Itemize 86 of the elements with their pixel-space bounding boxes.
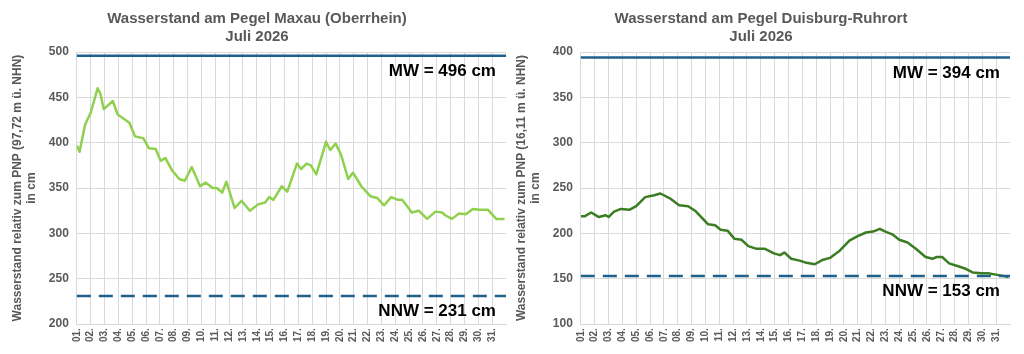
- x-tick-label: 28.: [444, 327, 456, 342]
- y-tick-label: 500: [48, 44, 70, 59]
- x-tick-label: 22.: [865, 327, 877, 342]
- y-tick-label: 400: [552, 44, 574, 59]
- y-tick-label: 100: [552, 316, 574, 331]
- ref-line-label: MW = 394 cm: [892, 62, 1000, 82]
- ref-line-label: NNW = 231 cm: [378, 301, 496, 321]
- y-tick-label: 350: [48, 180, 70, 195]
- x-tick-label: 11.: [713, 327, 725, 342]
- y-tick-label: 300: [48, 225, 70, 240]
- y-tick-label: 350: [552, 89, 574, 104]
- x-tick-label: 23.: [375, 327, 387, 342]
- y-tick-label: 400: [48, 135, 70, 150]
- x-tick-label: 16.: [782, 327, 794, 342]
- x-tick-label: 27.: [430, 327, 442, 342]
- x-tick-label: 09.: [181, 327, 193, 342]
- x-tick-label: 25.: [906, 327, 918, 342]
- x-tick-label: 19.: [319, 327, 331, 342]
- x-tick-label: 12.: [222, 327, 234, 342]
- chart-subtitle: Juli 2026: [729, 27, 793, 45]
- x-tick-label: 03.: [98, 327, 110, 342]
- x-tick-label: 08.: [167, 327, 179, 342]
- x-tick-label: 26.: [416, 327, 428, 342]
- x-tick-label: 17.: [292, 327, 304, 342]
- y-tick-label: 150: [552, 271, 574, 286]
- ref-line-label: NNW = 153 cm: [882, 281, 1000, 301]
- y-axis-title: Wasserstand relativ zum PNP (97,72 m ü. NHN) in cm: [9, 54, 38, 322]
- x-tick-label: 22.: [361, 327, 373, 342]
- x-tick-label: 07.: [153, 327, 165, 342]
- x-tick-label: 21.: [347, 327, 359, 342]
- x-tick-label: 28.: [948, 327, 960, 342]
- x-tick-label: 19.: [823, 327, 835, 342]
- chart-title: Wasserstand am Pegel Maxau (Oberrhein): [107, 9, 407, 27]
- x-tick-label: 21.: [851, 327, 863, 342]
- x-tick-label: 24.: [388, 327, 400, 342]
- x-tick-label: 14.: [754, 327, 766, 342]
- y-tick-label: 450: [48, 89, 70, 104]
- x-tick-label: 05.: [125, 327, 137, 342]
- x-tick-label: 17.: [796, 327, 808, 342]
- x-tick-label: 18.: [305, 327, 317, 342]
- ref-line-label: MW = 496 cm: [388, 60, 496, 80]
- x-tick-label: 31.: [485, 327, 497, 342]
- x-tick-label: 24.: [892, 327, 904, 342]
- y-tick-label: 250: [552, 180, 574, 195]
- chart-subtitle: Juli 2026: [225, 27, 289, 45]
- y-tick-label: 250: [48, 271, 70, 286]
- x-tick-label: 31.: [989, 327, 1001, 342]
- y-tick-label: 200: [48, 316, 70, 331]
- x-tick-label: 20.: [333, 327, 345, 342]
- x-tick-label: 07.: [657, 327, 669, 342]
- x-tick-label: 18.: [809, 327, 821, 342]
- x-tick-label: 15.: [768, 327, 780, 342]
- x-tick-label: 27.: [934, 327, 946, 342]
- x-tick-label: 30.: [976, 327, 988, 342]
- y-axis-title: Wasserstand relativ zum PNP (16,11 m ü. NHN) in cm: [513, 55, 542, 322]
- chart-title: Wasserstand am Pegel Duisburg-Ruhrort: [614, 9, 908, 27]
- x-tick-label: 04.: [616, 327, 628, 342]
- x-tick-label: 25.: [402, 327, 414, 342]
- x-tick-label: 05.: [629, 327, 641, 342]
- x-tick-label: 02.: [588, 327, 600, 342]
- x-tick-label: 23.: [879, 327, 891, 342]
- x-tick-label: 12.: [726, 327, 738, 342]
- x-tick-label: 01.: [574, 327, 586, 342]
- x-tick-label: 29.: [962, 327, 974, 342]
- x-tick-label: 04.: [112, 327, 124, 342]
- x-tick-label: 29.: [458, 327, 470, 342]
- x-tick-label: 15.: [264, 327, 276, 342]
- x-tick-label: 10.: [699, 327, 711, 342]
- y-tick-label: 300: [552, 135, 574, 150]
- x-tick-label: 13.: [740, 327, 752, 342]
- x-tick-label: 13.: [236, 327, 248, 342]
- x-tick-label: 30.: [472, 327, 484, 342]
- x-tick-label: 08.: [671, 327, 683, 342]
- x-tick-label: 26.: [920, 327, 932, 342]
- x-tick-label: 09.: [685, 327, 697, 342]
- x-tick-label: 20.: [837, 327, 849, 342]
- x-tick-label: 06.: [643, 327, 655, 342]
- x-tick-label: 01.: [70, 327, 82, 342]
- x-tick-label: 14.: [250, 327, 262, 342]
- x-tick-label: 16.: [278, 327, 290, 342]
- x-tick-label: 11.: [209, 327, 221, 342]
- x-tick-label: 06.: [139, 327, 151, 342]
- x-tick-label: 10.: [195, 327, 207, 342]
- y-tick-label: 200: [552, 225, 574, 240]
- x-tick-label: 03.: [602, 327, 614, 342]
- x-tick-label: 02.: [84, 327, 96, 342]
